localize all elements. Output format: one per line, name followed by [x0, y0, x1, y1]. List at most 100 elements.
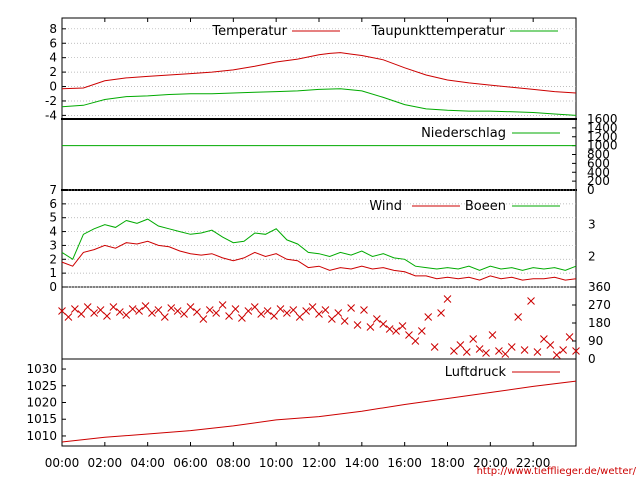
wind-direction-point [90, 309, 98, 317]
legend-temperatur-label: Temperatur [211, 24, 287, 39]
wind-direction-point [411, 337, 420, 345]
wind-direction-point [103, 312, 111, 320]
y-tick-label: 5 [49, 211, 57, 225]
wind-direction-point [334, 309, 343, 317]
wind-direction-point [244, 307, 253, 315]
x-tick-label: 14:00 [345, 456, 380, 470]
direction-tick-label: 270 [588, 298, 611, 312]
y-tick-label: 1020 [26, 396, 57, 410]
precip-tick-label: 1600 [587, 112, 618, 126]
wind-direction-point [231, 305, 240, 313]
precip-tick-label: 1400 [587, 121, 618, 135]
wind-direction-point [327, 315, 336, 323]
wind-direction-point [520, 346, 529, 354]
wind-direction-point [225, 312, 233, 320]
wind-direction-point [366, 323, 375, 331]
wind-direction-point [64, 313, 73, 321]
wind-direction-point [372, 315, 381, 323]
wind-direction-point [128, 305, 137, 313]
wind-direction-point [199, 315, 208, 323]
wind-direction-point [302, 307, 311, 315]
wind-direction-point [475, 345, 484, 353]
pressure-line [61, 380, 577, 443]
wind-direction-point [456, 341, 465, 349]
credit-link: http://www.tiefflieger.de/wetter/ [477, 466, 637, 477]
y-tick-label: 2 [49, 65, 57, 79]
precip-tick-label: 1000 [587, 139, 618, 153]
wind-direction-point [469, 335, 478, 343]
wind-direction-point [552, 351, 561, 359]
x-tick-label: 00:00 [45, 456, 80, 470]
x-tick-label: 04:00 [130, 456, 165, 470]
y-tick-label: 3 [49, 238, 57, 252]
y-tick-label: 6 [49, 197, 57, 211]
x-tick-label: 02:00 [88, 456, 123, 470]
wind-direction-point [392, 327, 400, 335]
wind-direction-point [347, 304, 355, 312]
wind-direction-point [283, 309, 291, 317]
y-tick-label: 1010 [26, 429, 57, 443]
wind-direction-point [70, 305, 79, 313]
wind-direction-point [353, 321, 362, 329]
legend-niederschlag-label: Niederschlag [421, 126, 506, 141]
y-tick-label: 2 [49, 252, 57, 266]
wind-direction-point [482, 349, 490, 357]
wind-direction-point [263, 307, 272, 315]
temperature-line [61, 52, 577, 94]
wind-direction-point [443, 295, 452, 303]
gust-line [61, 218, 577, 271]
wind-direction-point [424, 313, 433, 321]
wind-direction-point [193, 308, 201, 316]
y-tick-label: -2 [45, 94, 57, 108]
wind-direction-point [360, 306, 368, 314]
x-tick-label: 08:00 [216, 456, 251, 470]
precip-tick-label: 1200 [587, 130, 618, 144]
x-tick-label: 10:00 [259, 456, 294, 470]
precip-tick-label: 200 [587, 174, 610, 188]
y-tick-label: 0 [49, 80, 57, 94]
wind-direction-point [540, 335, 548, 343]
x-tick-label: 16:00 [387, 456, 422, 470]
wind-direction-point [257, 310, 266, 318]
x-tick-label: 20:00 [473, 456, 508, 470]
y-tick-label: 8 [49, 22, 57, 36]
y-tick-label: 7 [49, 183, 57, 197]
wind-direction-point [212, 309, 221, 317]
wind-direction-point [250, 303, 259, 311]
wind-direction-point [559, 346, 568, 354]
wind-direction-point [430, 343, 439, 351]
direction-tick-label: 180 [588, 316, 611, 330]
wind-direction-point [205, 306, 214, 314]
wind-direction-point [148, 309, 156, 317]
precip-tick-label: 800 [587, 148, 610, 162]
x-tick-label: 18:00 [430, 456, 465, 470]
wind-direction-point [527, 297, 535, 305]
wind-direction-point [507, 343, 516, 351]
wind-direction-point [533, 348, 542, 356]
direction-tick-label: 90 [588, 334, 603, 348]
y-tick-label: 4 [49, 51, 57, 65]
wind-direction-point [58, 307, 66, 315]
wind-direction-point [565, 333, 574, 341]
wind-direction-point [109, 303, 118, 311]
direction-tick-label: 360 [588, 280, 611, 294]
wind-direction-point [398, 322, 407, 330]
x-tick-label: 22:00 [516, 456, 551, 470]
wind-direction-point [417, 327, 426, 335]
wind-direction-point [405, 331, 413, 339]
wind-direction-point [141, 302, 150, 310]
wind-direction-panel-frame [61, 286, 577, 360]
wind-direction-point [572, 347, 580, 355]
wind-direction-point [77, 310, 86, 318]
wind-direction-point [501, 350, 510, 358]
precip-tick-label: 600 [587, 156, 610, 170]
wind-direction-point [488, 331, 497, 339]
y-tick-label: 6 [49, 36, 57, 50]
y-tick-label: 0 [49, 280, 57, 294]
wind-direction-point [340, 317, 349, 325]
y-tick-label: 1030 [26, 362, 57, 376]
wind-direction-point [450, 347, 458, 355]
wind-line [61, 240, 577, 281]
wind-direction-point [180, 310, 188, 318]
